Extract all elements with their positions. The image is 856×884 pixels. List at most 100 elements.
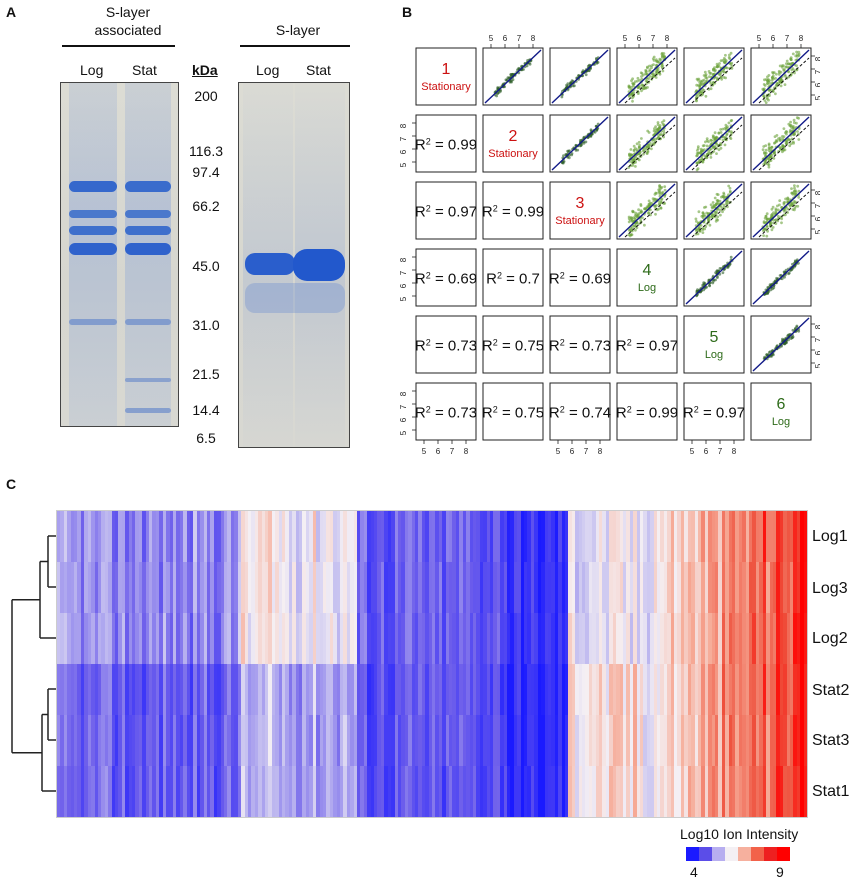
scatter-point [762, 145, 766, 148]
tick-label: 7 [814, 337, 820, 342]
scatter-point [708, 223, 712, 227]
pairs-cell: R2 = 0.97 [415, 181, 477, 240]
tick-label: 5 [814, 229, 820, 234]
pairs-cell: 2 Stationary [482, 114, 544, 173]
scatter-point [793, 189, 796, 193]
scatter-point [767, 74, 771, 77]
tick-label: 5 [814, 95, 820, 100]
scatter-point [709, 203, 713, 207]
scatter-point [705, 156, 709, 160]
pairs-cell: R2 = 0.74 [549, 382, 611, 441]
tick-label: 8 [799, 34, 804, 43]
scatter-point [705, 144, 709, 148]
scatter-point [787, 62, 791, 66]
pairs-cell [750, 47, 812, 106]
pairs-cell: R2 = 0.97 [616, 315, 678, 374]
scatter-point [797, 138, 801, 141]
scatter-point [631, 77, 634, 81]
tick-label: 8 [814, 190, 820, 195]
tick-label: 5 [623, 34, 628, 43]
scatter-point [791, 208, 795, 211]
scatter-point [723, 61, 726, 64]
tick-label: 7 [450, 447, 455, 456]
scatter-point [641, 149, 645, 153]
pairs-cell: 3 Stationary [549, 181, 611, 240]
heatmap-cell [803, 511, 807, 563]
tick-label: 5 [814, 363, 820, 368]
gel1-band [125, 181, 171, 192]
r2-label: R2 = 0.73 [549, 338, 611, 355]
tick-label: 5 [399, 162, 408, 167]
scatter-point [787, 122, 791, 126]
gel2-band [245, 253, 295, 275]
scatter-point [791, 52, 795, 56]
scatter-point [640, 137, 643, 140]
scatter-point [701, 144, 705, 148]
scatter-point [695, 83, 699, 87]
scatter-point [729, 62, 733, 66]
scatter-point [704, 76, 708, 80]
pairs-cell [750, 114, 812, 173]
scatter-point [766, 82, 769, 86]
diagonal-number: 5 [710, 329, 719, 346]
tick-label: 8 [464, 447, 469, 456]
tick-label: 7 [718, 447, 723, 456]
tick-label: 8 [665, 34, 670, 43]
diagonal-label: Log [772, 416, 790, 428]
tick-label: 7 [814, 203, 820, 208]
scatter-point [778, 139, 782, 142]
scatter-point [728, 136, 732, 139]
scatter-point [770, 228, 774, 232]
scatter-point [716, 276, 719, 279]
pairs-cell [750, 248, 812, 307]
scatter-point [770, 355, 773, 358]
pairs-cell: 1 Stationary [415, 47, 477, 106]
tick-label: 5 [489, 34, 494, 43]
group1-underline [62, 45, 175, 47]
pairs-cell [683, 47, 745, 106]
scatter-point [584, 140, 588, 144]
scatter-point [629, 218, 632, 222]
group2-underline [240, 45, 350, 47]
row-label-stat3: Stat3 [812, 732, 850, 749]
tick-label: 6 [814, 216, 820, 221]
scatter-point [795, 116, 799, 120]
scatter-point [511, 78, 515, 82]
legend-swatch [712, 847, 725, 861]
scatter-point [703, 70, 707, 74]
scatter-point [701, 231, 705, 235]
lane-label-log-2: Log [256, 62, 280, 78]
scatter-point [761, 148, 765, 152]
scatter-point [703, 148, 706, 151]
scatter-point [508, 80, 512, 84]
scatter-point [562, 154, 565, 157]
scatter-point [651, 197, 655, 201]
fit-line [551, 49, 609, 104]
scatter-point [781, 137, 785, 141]
scatter-point [634, 160, 637, 164]
scatter-point [728, 189, 732, 193]
r2-label: R2 = 0.97 [616, 338, 678, 355]
gel1-band [69, 181, 117, 192]
heatmap-cell [803, 613, 807, 665]
scatter-point [639, 203, 643, 206]
scatter-point [713, 196, 717, 200]
pairs-cell: 6 Log [750, 382, 812, 441]
scatter-point [634, 165, 637, 168]
gel1-band [69, 319, 117, 325]
gel1-band [69, 226, 117, 235]
scatter-point [764, 214, 768, 218]
legend-swatch [777, 847, 790, 861]
pairs-cell: 4 Log [616, 248, 678, 307]
tick-label: 7 [785, 34, 790, 43]
mw-marker: 116.3 [189, 143, 223, 159]
diagonal-label: Stationary [555, 215, 605, 227]
scatter-point [795, 64, 798, 68]
diagonal-number: 2 [509, 128, 518, 145]
mw-marker: 200 [194, 88, 218, 104]
scatter-point [792, 133, 795, 137]
scatter-point [654, 212, 657, 216]
